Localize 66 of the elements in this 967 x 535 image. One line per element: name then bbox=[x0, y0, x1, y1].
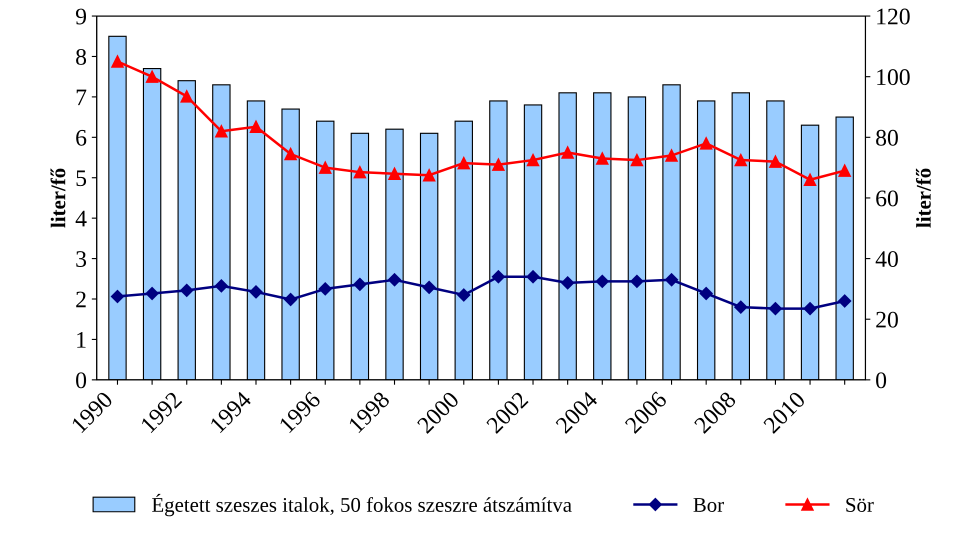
legend-label: Sör bbox=[846, 498, 874, 512]
point bbox=[353, 278, 366, 291]
point bbox=[319, 161, 332, 174]
point bbox=[422, 280, 436, 294]
point bbox=[700, 137, 712, 150]
point bbox=[630, 274, 644, 288]
point bbox=[561, 146, 574, 159]
point bbox=[457, 288, 470, 302]
point bbox=[526, 270, 540, 284]
point bbox=[354, 166, 366, 178]
point bbox=[214, 279, 228, 292]
y-tick-label: 3 bbox=[76, 251, 86, 268]
y2-tick-label: 120 bbox=[877, 8, 910, 24]
point bbox=[146, 70, 158, 83]
y2-tick-label: 60 bbox=[876, 190, 898, 206]
y-axis-title: liter/fő bbox=[50, 168, 66, 228]
point bbox=[422, 168, 436, 182]
point bbox=[492, 158, 505, 171]
point bbox=[804, 174, 816, 186]
point bbox=[458, 156, 470, 170]
y-tick-label: 5 bbox=[76, 170, 86, 186]
point bbox=[526, 154, 540, 166]
y2-tick-label: 0 bbox=[876, 372, 886, 388]
y-tick-label: 1 bbox=[77, 332, 86, 348]
legend-label: Égetett szeszes italok, 50 fokos szeszre átszámítva bbox=[152, 494, 572, 516]
point bbox=[768, 302, 782, 316]
y2-tick-label: 80 bbox=[876, 130, 898, 146]
point bbox=[664, 273, 678, 286]
point bbox=[769, 155, 782, 168]
y-tick-label: 4 bbox=[76, 210, 87, 226]
y-tick-label: 0 bbox=[76, 372, 86, 388]
point bbox=[665, 149, 678, 162]
point bbox=[388, 167, 401, 180]
y2-axis-title: liter/fő bbox=[916, 168, 931, 228]
point bbox=[284, 148, 297, 160]
point bbox=[838, 164, 851, 177]
point bbox=[146, 286, 159, 300]
point bbox=[596, 274, 609, 288]
y-tick-label: 6 bbox=[76, 130, 86, 146]
legend-label: Bor bbox=[693, 498, 724, 512]
point bbox=[700, 286, 713, 300]
y2-tick-label: 100 bbox=[877, 69, 910, 86]
point bbox=[838, 294, 852, 308]
point bbox=[803, 302, 817, 316]
point bbox=[318, 282, 332, 296]
point bbox=[249, 285, 263, 299]
point bbox=[284, 292, 298, 306]
point bbox=[110, 290, 124, 304]
point bbox=[630, 154, 644, 166]
y-tick-label: 7 bbox=[76, 90, 86, 106]
y-tick-label: 9 bbox=[76, 8, 86, 24]
point bbox=[250, 120, 262, 133]
point bbox=[734, 154, 748, 166]
y-tick-label: 2 bbox=[76, 292, 86, 308]
y2-tick-label: 20 bbox=[876, 312, 898, 328]
point bbox=[180, 284, 194, 298]
point bbox=[111, 55, 124, 68]
point bbox=[561, 276, 574, 290]
point bbox=[492, 270, 505, 284]
point bbox=[388, 273, 402, 286]
point bbox=[215, 125, 228, 138]
y-tick-label: 8 bbox=[76, 48, 86, 65]
point bbox=[734, 300, 748, 314]
point bbox=[596, 152, 609, 165]
point bbox=[180, 90, 193, 103]
y2-tick-label: 40 bbox=[876, 251, 898, 268]
